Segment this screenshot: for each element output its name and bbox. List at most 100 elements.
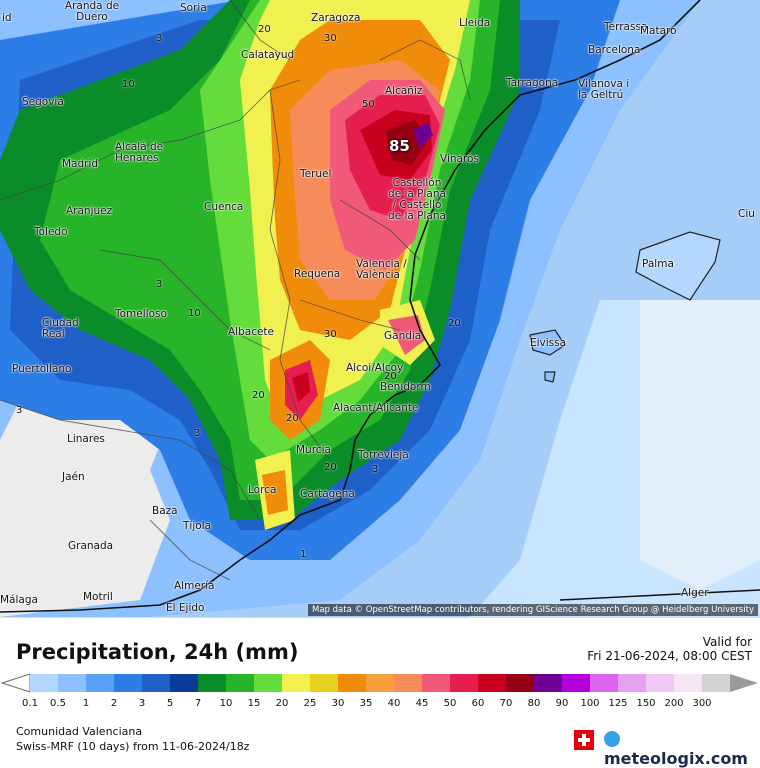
contour-label: 20	[448, 318, 461, 329]
city-label: Alcalá de Henares	[115, 141, 164, 164]
scale-swatch	[338, 674, 367, 692]
scale-tick-label: 10	[219, 698, 233, 709]
city-label: Granada	[68, 540, 114, 552]
contour-label: 50	[362, 99, 375, 110]
scale-tick-label: 300	[692, 698, 712, 709]
city-label: Toledo	[34, 226, 68, 238]
contour-label: 3	[156, 33, 163, 44]
city-label: Lorca	[248, 484, 277, 496]
precipitation-map[interactable]: 20 30 3 10 50 3 10 30 20 20 3 20 20 50 3…	[0, 0, 760, 617]
scale-swatch	[590, 674, 619, 692]
scale-tick-label: 40	[387, 698, 401, 709]
legend-panel: Precipitation, 24h (mm) Valid for Fri 21…	[0, 617, 760, 768]
city-label: Terrassa	[604, 21, 648, 33]
scale-tick-label: 60	[471, 698, 485, 709]
city-label: Soria	[180, 2, 207, 14]
city-label: Linares	[67, 433, 105, 445]
valid-label: Valid for	[702, 635, 752, 649]
city-label: Zaragoza	[311, 12, 361, 24]
scale-swatch	[282, 674, 311, 692]
scale-swatch	[58, 674, 87, 692]
city-label: Benidorm	[380, 381, 431, 393]
city-label: id	[2, 12, 12, 24]
scale-swatch	[702, 674, 731, 692]
scale-swatch	[506, 674, 535, 692]
scale-tick-label: 15	[247, 698, 261, 709]
scale-tick-label: 3	[138, 698, 146, 709]
contour-label: 20	[324, 462, 337, 473]
city-label: Aranda de Duero	[64, 0, 120, 23]
city-label: Málaga	[0, 594, 38, 606]
scale-tick-label: 0.1	[22, 698, 38, 709]
brand-name: meteologix.com	[604, 749, 748, 768]
scale-swatch	[254, 674, 283, 692]
brand-logo[interactable]: meteologix.com	[604, 730, 760, 768]
valid-datetime: Fri 21-06-2024, 08:00 CEST	[587, 649, 752, 663]
contour-label: 20	[384, 371, 397, 382]
swiss-flag-icon	[574, 730, 594, 750]
scale-tick-label: 80	[527, 698, 541, 709]
scale-tick-label: 35	[359, 698, 373, 709]
scale-swatch	[674, 674, 703, 692]
scale-swatch	[478, 674, 507, 692]
scale-swatch	[198, 674, 227, 692]
region-name: Comunidad Valenciana	[16, 725, 143, 738]
scale-swatch	[618, 674, 647, 692]
city-label: Valencia / València	[356, 258, 407, 281]
scale-swatch	[562, 674, 591, 692]
contour-label: 20	[286, 413, 299, 424]
model-info: Swiss-MRF (10 days) from 11-06-2024/18z	[16, 740, 250, 753]
city-label: Alcañiz	[385, 85, 423, 97]
scale-tick-label: 5	[166, 698, 174, 709]
city-label: Jaén	[62, 471, 85, 483]
valid-time: Valid for Fri 21-06-2024, 08:00 CEST	[587, 635, 752, 663]
scale-tick-label: 0.5	[50, 698, 66, 709]
contour-label: 1	[300, 549, 307, 560]
contour-label: 3	[372, 464, 379, 475]
scale-tick-label: 200	[664, 698, 684, 709]
city-label: Eivissa	[530, 337, 567, 349]
city-label: Alger	[681, 587, 709, 599]
city-label: Torrevieja	[358, 449, 409, 461]
scale-tick-label: 100	[580, 698, 600, 709]
scale-tick-label: 50	[443, 698, 457, 709]
city-label: Cuenca	[204, 201, 244, 213]
scale-tick-label: 45	[415, 698, 429, 709]
city-label: Tomelloso	[115, 308, 167, 320]
city-label: Motril	[83, 591, 113, 603]
scale-swatch	[30, 674, 59, 692]
map-attribution: Map data © OpenStreetMap contributors, r…	[308, 604, 758, 616]
contour-label: 3	[16, 405, 23, 416]
map-title: Precipitation, 24h (mm)	[16, 640, 299, 664]
scale-tick-label: 25	[303, 698, 317, 709]
city-label: Almería	[174, 580, 215, 592]
contour-label: 20	[258, 24, 271, 35]
city-label: Lleida	[459, 17, 491, 29]
city-label: Barcelona	[588, 44, 641, 56]
scale-swatch	[394, 674, 423, 692]
city-label: Alcoi/Alcoy	[346, 362, 404, 374]
city-label: Vilanova i la Geltrú	[578, 78, 630, 101]
scale-tick-label: 7	[194, 698, 202, 709]
scale-swatch	[226, 674, 255, 692]
scale-swatch	[422, 674, 451, 692]
scale-swatch	[646, 674, 675, 692]
contour-label: 10	[122, 79, 135, 90]
scale-tick-label: 2	[110, 698, 118, 709]
contour-label: 3	[194, 428, 201, 439]
city-label: Calatayud	[241, 49, 295, 61]
city-label: Madrid	[62, 158, 99, 170]
map-canvas	[0, 0, 760, 617]
city-label: Gandia	[384, 330, 422, 342]
scale-swatch	[142, 674, 171, 692]
scale-swatch	[366, 674, 395, 692]
scale-swatch	[86, 674, 115, 692]
contour-label: 30	[324, 329, 337, 340]
scale-swatch	[534, 674, 563, 692]
city-label: Mataró	[640, 25, 677, 37]
scale-tick-label: 125	[608, 698, 628, 709]
city-label: Vinaròs	[440, 153, 479, 165]
city-label: Ciudad Real	[42, 317, 79, 340]
color-scale	[0, 673, 758, 693]
city-label: Segovia	[22, 96, 64, 108]
